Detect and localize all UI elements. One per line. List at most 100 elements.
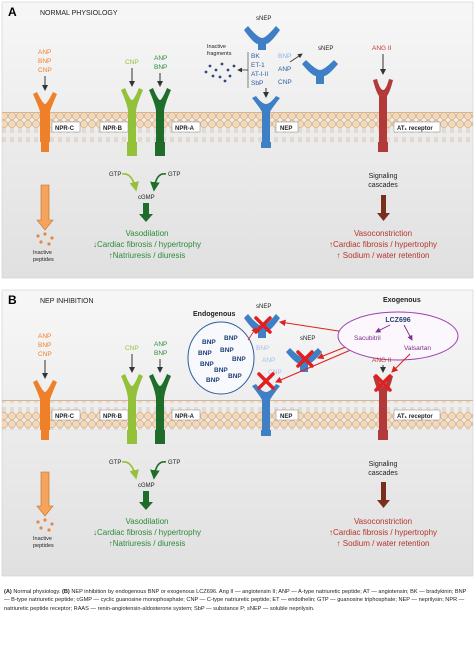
bnp-cluster-9: BNP xyxy=(228,373,242,380)
inhibition-cross-snep-top xyxy=(254,316,272,334)
figure-caption: (A) Normal physiology. (B) NEP inhibitio… xyxy=(4,588,470,613)
cgmp-effect-arrow-b xyxy=(139,491,153,510)
signaling-effect-arrow xyxy=(377,195,390,221)
bnp-cluster-7: BNP xyxy=(214,367,228,374)
lcz696-label: LCZ696 xyxy=(385,317,410,324)
snep-top-label: sNEP xyxy=(256,16,271,22)
valsartan-to-at1-arrow xyxy=(391,353,411,373)
caption-b-label: (B) xyxy=(62,589,70,595)
faded-substrate-anp: ANP xyxy=(262,357,275,364)
npr-b-ligand-cnp-b: CNP xyxy=(125,345,139,352)
faded-substrate-cnp: CNP xyxy=(268,369,282,376)
inactive-peptide-dots-b xyxy=(36,518,54,532)
signaling-line1: Signaling xyxy=(369,173,398,180)
npr-b-label-box xyxy=(99,121,129,133)
cell-membrane-top-line xyxy=(2,112,473,113)
npr-c-label: NPR-C xyxy=(55,126,75,132)
bnp-cluster-5: BNP xyxy=(232,356,246,363)
bnp-cluster-4: BNP xyxy=(220,347,234,354)
npr-b-conversion-arrow-b xyxy=(121,461,139,480)
npr-c-label-b: NPR-C xyxy=(55,414,75,420)
at1-label-b: AT₁ receptor xyxy=(397,414,433,420)
nep-label-box xyxy=(275,121,299,133)
inactive-peptides-line1: Inactive xyxy=(33,250,52,256)
npr-a-label: NPR-A xyxy=(175,126,195,132)
faded-substrate-bnp: BNP xyxy=(256,345,269,352)
npr-b-label-box-b xyxy=(99,409,129,421)
effect-natriuresis-up: ↑Natriuresis / diuresis xyxy=(109,251,185,260)
npr-a-label-b: NPR-A xyxy=(175,414,195,420)
snep-top-enzyme xyxy=(244,26,280,50)
npr-c-label-box-b xyxy=(51,409,81,421)
sacubitril-label: Sacubitril xyxy=(354,335,381,342)
panel-b: B NEP INHIBITION ANP BNP CNP NPR-C Inact… xyxy=(1,289,474,577)
npr-a-receptor-b xyxy=(149,374,171,444)
snep-top-label-b: sNEP xyxy=(256,304,271,310)
npr-c-ligand-cnp: CNP xyxy=(38,67,52,74)
effect-vasodilation-b: Vasodilation xyxy=(126,517,169,526)
effect-natriuresis-up-b: ↑Natriuresis / diuresis xyxy=(109,539,185,548)
inactive-peptides-b-line1: Inactive xyxy=(33,536,52,542)
npr-a-receptor xyxy=(149,88,171,156)
nep-substrate-sbp: SbP xyxy=(251,80,263,87)
effect-vasoconstriction-b: Vasoconstriction xyxy=(354,517,412,526)
at1-label-box-b xyxy=(393,409,441,421)
ang-ii-label: ANG II xyxy=(372,45,392,52)
npr-c-label-box xyxy=(51,121,81,133)
snep-release-arrow xyxy=(289,53,303,63)
lcz696-ellipse xyxy=(337,311,459,361)
nep-substrate-cnp: CNP xyxy=(278,79,292,86)
effect-sodium-retention: ↑ Sodium / water retention xyxy=(337,251,430,260)
npr-c-receptor-b xyxy=(33,380,57,440)
npr-a-ligand-bnp-b: BNP xyxy=(154,350,167,357)
gtp-right-b: GTP xyxy=(168,460,180,466)
npr-c-degradation-arrow xyxy=(36,184,54,231)
npr-a-label-box xyxy=(171,121,201,133)
panel-a-title: NORMAL PHYSIOLOGY xyxy=(40,10,118,17)
lcz-to-valsartan-arrow xyxy=(403,324,413,341)
gtp-left: GTP xyxy=(109,172,121,178)
npr-c-ligand-bnp: BNP xyxy=(38,58,51,65)
nep-substrate-et1: ET-1 xyxy=(251,62,265,69)
panel-b-title: NEP INHIBITION xyxy=(40,298,94,305)
bnp-cluster-2: BNP xyxy=(224,335,238,342)
npr-a-ligand-bnp: BNP xyxy=(154,64,167,71)
inactive-peptides-b-line2: peptides xyxy=(33,543,54,549)
inactive-fragment-dots xyxy=(204,62,236,83)
npr-b-conversion-arrow xyxy=(121,173,139,192)
effect-sodium-retention-b: ↑ Sodium / water retention xyxy=(337,539,430,548)
effect-cardiac-fibrosis-down-b: ↓Cardiac fibrosis / hypertrophy xyxy=(93,528,201,537)
exogenous-label: Exogenous xyxy=(383,297,421,304)
at1-label: AT₁ receptor xyxy=(397,126,433,132)
bnp-cluster-3: BNP xyxy=(198,350,212,357)
lcz-to-sacubitril-arrow xyxy=(375,324,391,333)
npr-a-ligand-anp: ANP xyxy=(154,55,167,62)
fragments-label-line1: Inactive xyxy=(207,44,226,50)
at1-receptor-b xyxy=(373,375,393,440)
gtp-right: GTP xyxy=(168,172,180,178)
npr-a-conversion-arrow xyxy=(150,173,167,192)
sacubitril-to-nep-arrow xyxy=(274,345,361,383)
at1-label-box xyxy=(393,121,441,133)
nep-substrate-bk: BK xyxy=(251,53,260,60)
effect-vasodilation: Vasodilation xyxy=(126,229,169,238)
cgmp-effect-arrow xyxy=(139,203,153,222)
panel-a: A NORMAL PHYSIOLOGY ANP BNP CNP NPR-C In… xyxy=(1,1,474,279)
caption-a-text: Normal physiology. xyxy=(11,589,63,595)
npr-b-label-b: NPR-B xyxy=(103,414,123,420)
effect-cardiac-fibrosis-down: ↓Cardiac fibrosis / hypertrophy xyxy=(93,240,201,249)
cgmp-label: cGMP xyxy=(138,195,155,201)
bnp-cluster-8: BNP xyxy=(206,377,220,384)
npr-c-receptor xyxy=(33,92,57,152)
npr-a-ligand-anp-b: ANP xyxy=(154,341,167,348)
effect-cardiac-fibrosis-up: ↑Cardiac fibrosis / hypertrophy xyxy=(329,240,437,249)
endogenous-label: Endogenous xyxy=(193,311,235,318)
bnp-cluster-1: BNP xyxy=(202,339,216,346)
npr-c-ligand-cnp-b: CNP xyxy=(38,351,52,358)
bnp-cluster-6: BNP xyxy=(200,361,214,368)
fragments-label-line2: fragments xyxy=(207,51,232,57)
at1-receptor xyxy=(373,79,393,152)
npr-c-ligand-anp-b: ANP xyxy=(38,333,51,340)
bnp-cluster-ellipse xyxy=(187,321,255,395)
nep-label: NEP xyxy=(280,126,292,132)
